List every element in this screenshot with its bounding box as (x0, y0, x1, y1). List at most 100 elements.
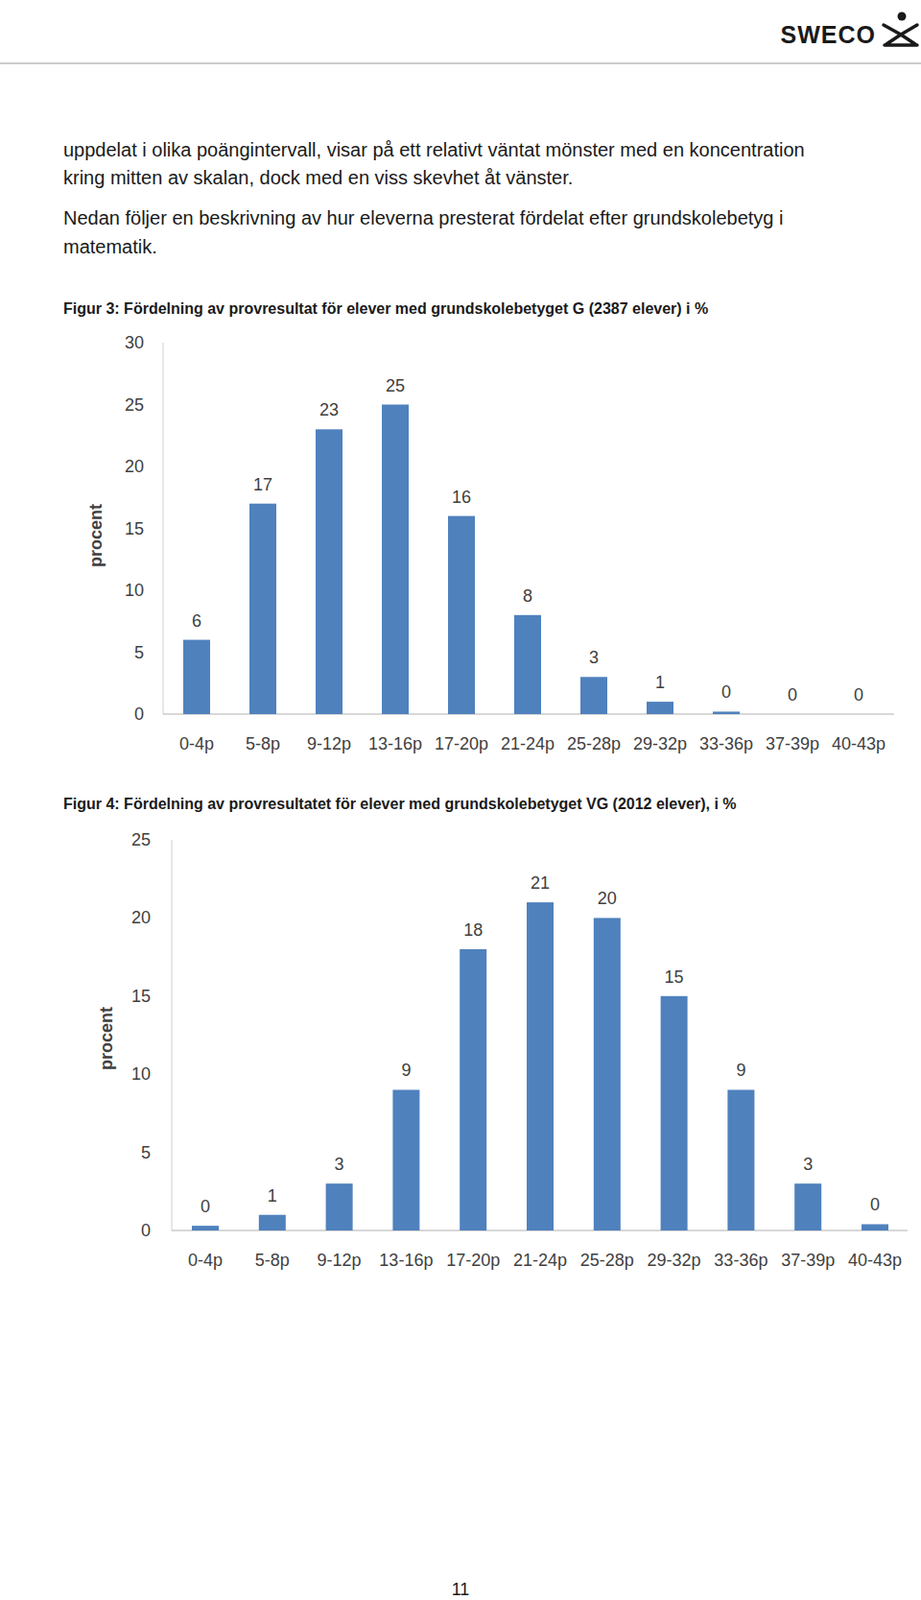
data-label: 1 (267, 1185, 278, 1205)
bar (459, 948, 487, 1230)
paragraph-line: matematik. (63, 236, 158, 258)
data-label: 23 (319, 400, 339, 420)
chart-title: Figur 3: Fördelning av provresultat för … (63, 300, 709, 317)
bar (514, 614, 542, 714)
bar (191, 1225, 219, 1230)
bar (392, 1088, 420, 1230)
y-tick-label: 5 (134, 642, 144, 662)
x-tick-label: 17-20p (446, 1250, 500, 1270)
x-tick-label: 5-8p (245, 733, 281, 754)
x-tick-label: 37-39p (765, 733, 820, 754)
bar (727, 1088, 755, 1230)
x-tick-label: 29-32p (647, 1250, 702, 1270)
bar (448, 516, 475, 714)
page: SWECO uppdelat i olika poängintervall, vi… (0, 0, 921, 1600)
x-tick-label: 21-24p (513, 1250, 567, 1270)
y-axis (163, 342, 165, 714)
page-number: 11 (451, 1579, 471, 1599)
y-axis-label: procent (96, 1006, 117, 1070)
data-label: 3 (589, 647, 599, 667)
y-tick-label: 15 (131, 986, 151, 1006)
y-tick-label: 15 (124, 519, 144, 539)
data-label: 21 (530, 873, 550, 893)
data-label: 18 (463, 920, 483, 940)
bar (526, 901, 554, 1230)
x-tick-label: 9-12p (307, 733, 352, 754)
y-tick-label: 25 (131, 829, 151, 850)
x-tick-label: 21-24p (500, 733, 555, 754)
x-tick-label: 40-43p (831, 733, 886, 754)
y-tick-label: 10 (131, 1063, 151, 1084)
bar (646, 701, 674, 714)
bar (661, 995, 688, 1230)
data-label: 20 (597, 888, 617, 908)
y-tick-label: 20 (124, 456, 144, 476)
x-tick-label: 37-39p (780, 1250, 835, 1270)
data-label: 0 (787, 684, 798, 705)
data-label: 15 (664, 967, 685, 987)
logo-icon (883, 12, 918, 47)
y-tick-label: 20 (131, 907, 151, 927)
x-tick-label: 25-28p (580, 1250, 635, 1270)
chart-title: Figur 4: Fördelning av provresultatet fö… (63, 795, 737, 812)
header-rule (0, 63, 921, 65)
data-label: 3 (334, 1154, 345, 1174)
y-axis (171, 839, 173, 1230)
bar (183, 639, 211, 714)
x-tick-label: 33-36p (699, 733, 754, 754)
bars (191, 901, 889, 1230)
paragraph-line: Nedan följer en beskrivning av hur eleve… (63, 207, 783, 229)
bar (712, 710, 740, 714)
bar (794, 1182, 822, 1230)
data-label: 0 (721, 682, 732, 702)
bar (326, 1182, 354, 1230)
data-label: 9 (401, 1060, 411, 1080)
logo-text: SWECO (780, 21, 876, 48)
data-label: 1 (655, 672, 665, 692)
y-tick-label: 30 (124, 332, 144, 353)
y-tick-label: 25 (124, 395, 144, 415)
logo-shape (883, 24, 918, 46)
y-tick-label: 0 (134, 704, 144, 724)
data-label: 0 (853, 684, 864, 705)
bar (779, 713, 806, 715)
bar (845, 713, 873, 715)
bar (259, 1214, 286, 1230)
x-tick-label: 13-16p (378, 1250, 433, 1270)
y-axis-label: procent (86, 503, 106, 567)
x-tick-label: 0-4p (188, 1250, 223, 1270)
data-label: 6 (191, 611, 202, 631)
paragraph-line: kring mitten av skalan, dock med en viss… (63, 166, 573, 189)
x-tick-label: 29-32p (633, 733, 687, 754)
x-tick-label: 40-43p (848, 1250, 902, 1270)
bar (593, 917, 621, 1230)
data-label: 16 (451, 487, 472, 507)
data-label: 3 (802, 1154, 813, 1174)
bar (315, 428, 343, 714)
y-tick-label: 0 (141, 1220, 151, 1240)
x-tick-label: 9-12p (317, 1250, 362, 1270)
bars (183, 404, 740, 715)
chart: Figur 4: Fördelning av provresultatet fö… (63, 795, 908, 1270)
x-tick-label: 0-4p (179, 733, 214, 754)
data-label: 0 (870, 1194, 880, 1214)
x-tick-label: 17-20p (434, 733, 489, 754)
bar (580, 676, 608, 714)
bar (381, 404, 409, 715)
x-tick-label: 25-28p (566, 733, 621, 754)
bar (249, 503, 277, 714)
data-label: 8 (522, 586, 533, 606)
x-tick-label: 5-8p (255, 1250, 290, 1270)
logo-dot (897, 12, 907, 22)
bar (861, 1223, 889, 1230)
y-tick-label: 5 (141, 1142, 151, 1162)
data-label: 17 (253, 474, 273, 495)
data-label: 9 (735, 1060, 746, 1080)
paragraph-line: uppdelat i olika poängintervall, visar p… (63, 139, 805, 161)
data-label: 0 (200, 1196, 211, 1216)
data-label: 25 (385, 376, 405, 396)
x-tick-label: 13-16p (368, 733, 423, 754)
chart: Figur 3: Fördelning av provresultat för … (63, 300, 895, 754)
x-tick-label: 33-36p (713, 1250, 768, 1270)
y-tick-label: 10 (124, 580, 144, 600)
